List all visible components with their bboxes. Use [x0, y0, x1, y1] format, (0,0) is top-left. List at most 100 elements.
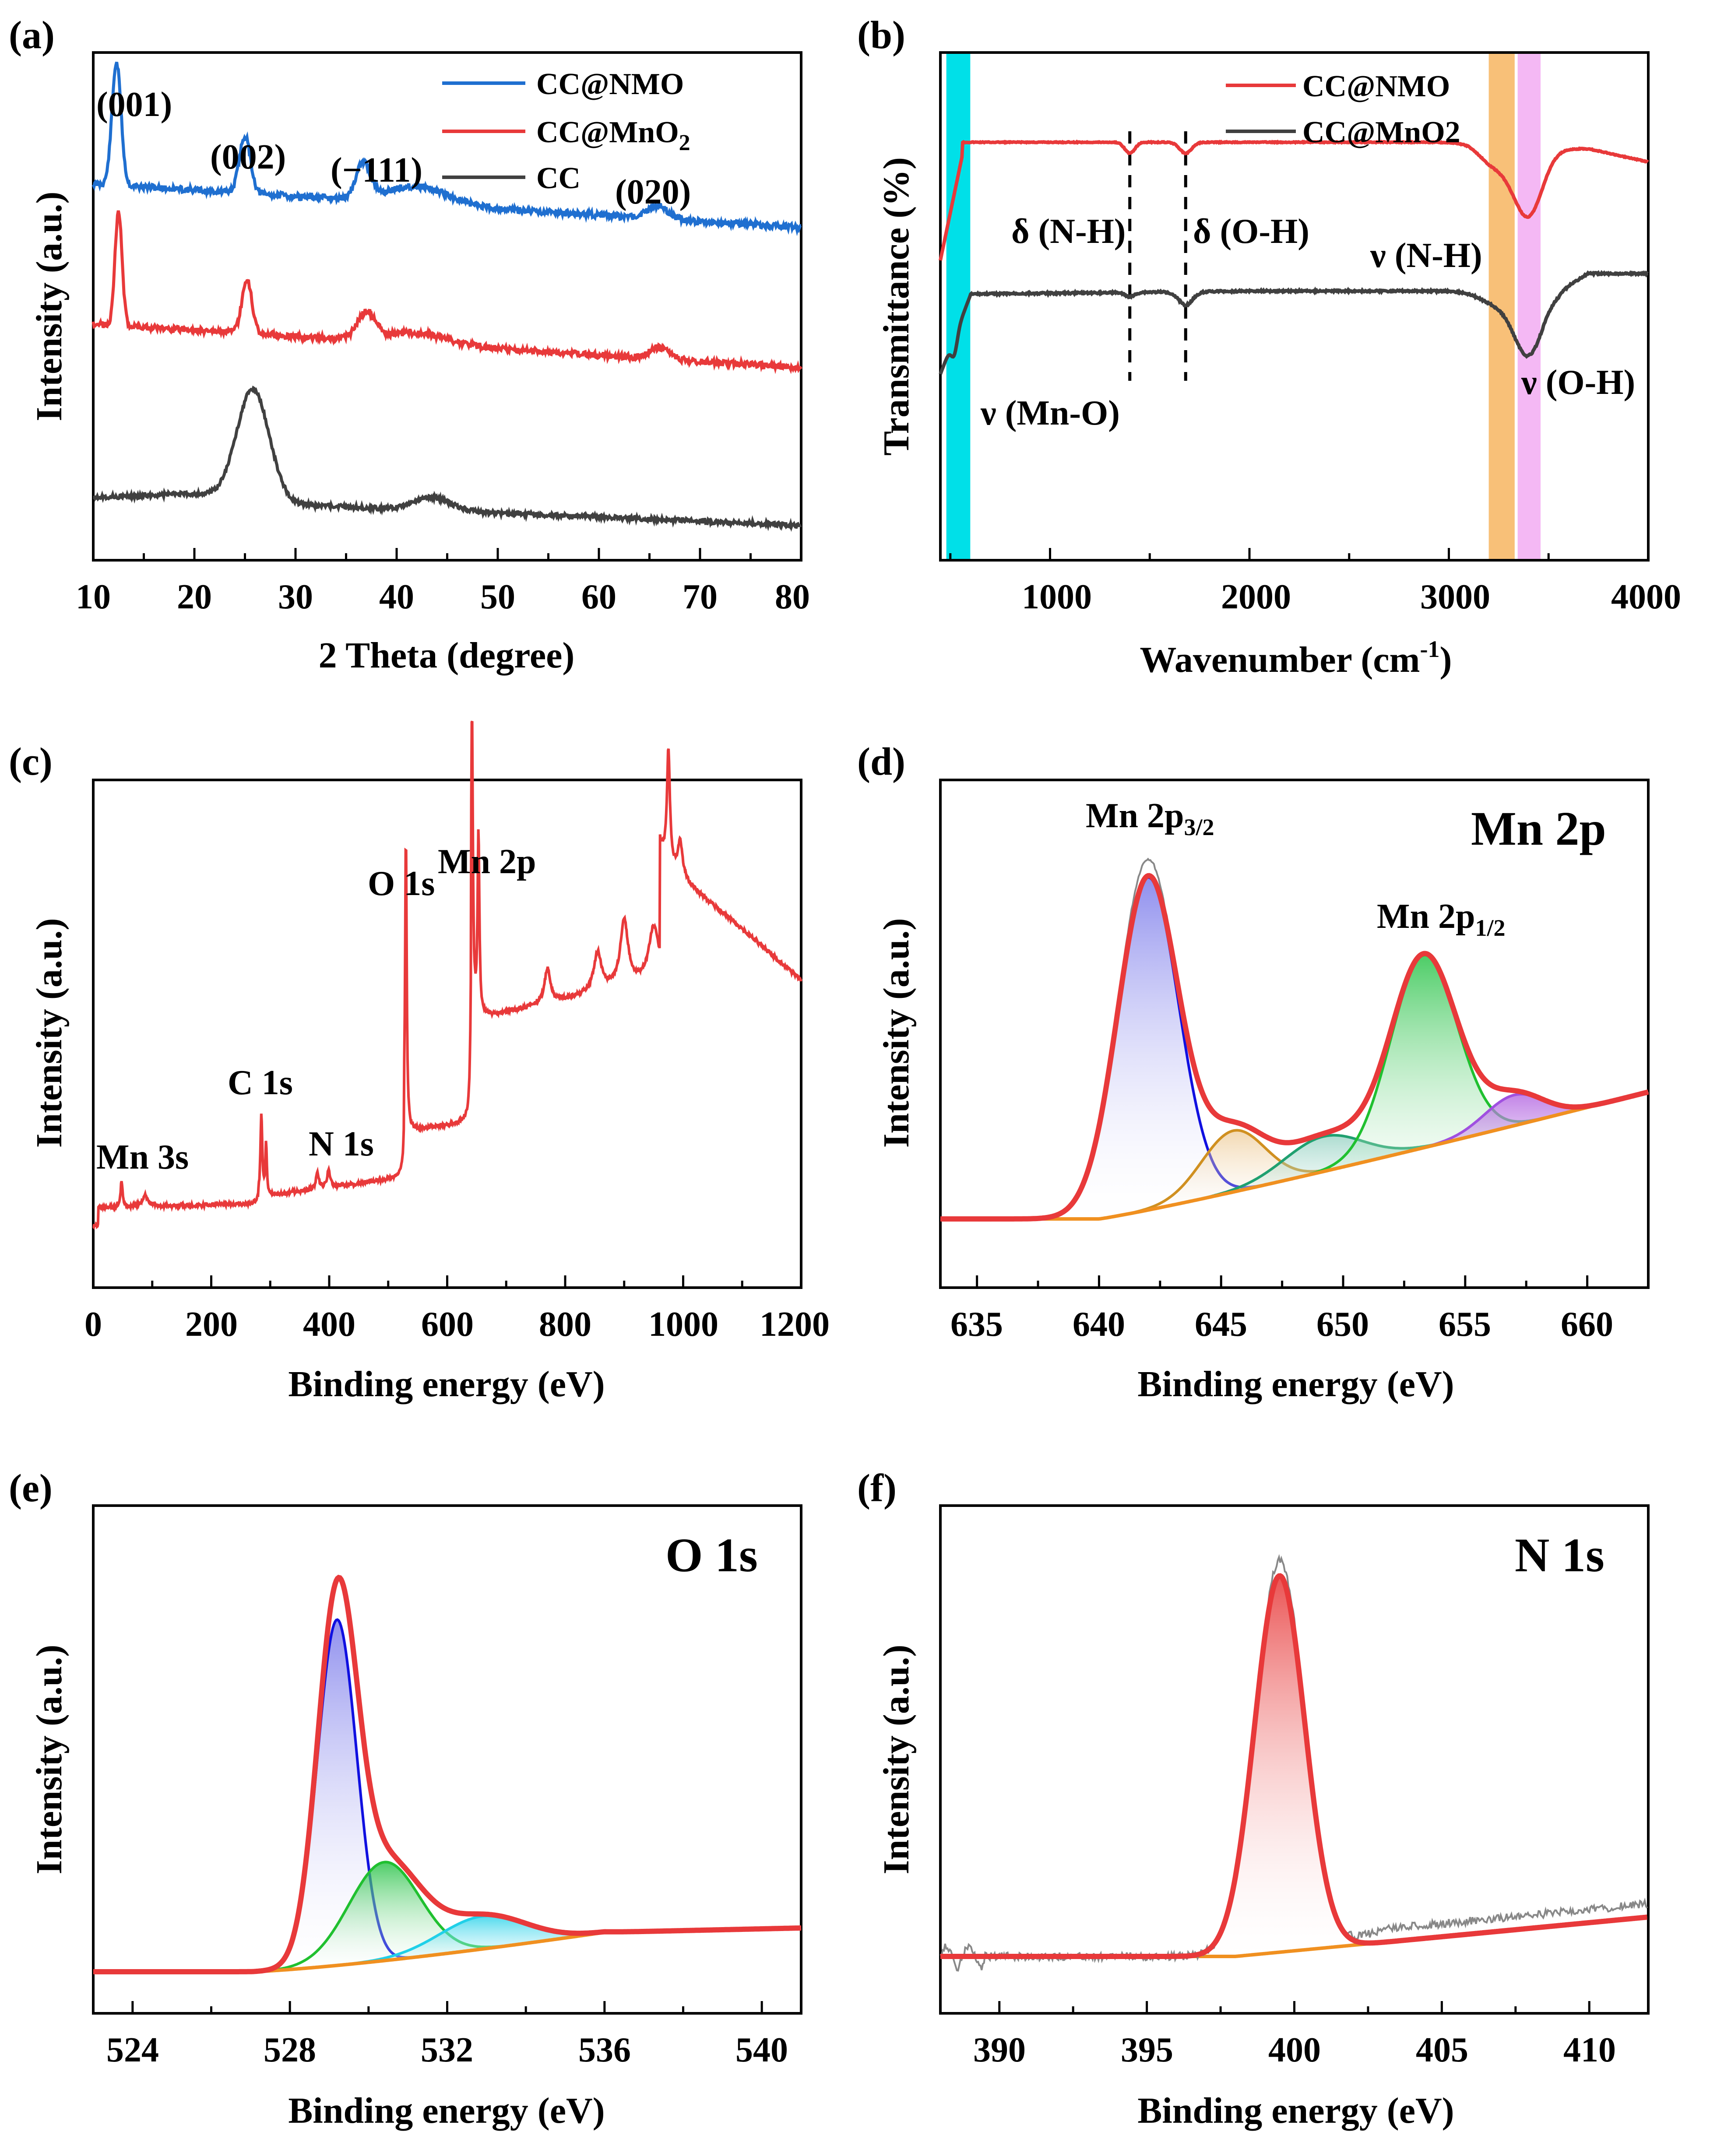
panel-c-tick-label: 400 [303, 1305, 355, 1344]
panel-e-tick-label: 524 [106, 2031, 159, 2069]
panel-e-tick-label: 536 [578, 2031, 631, 2069]
panel-b-tick-label: 2000 [1221, 578, 1291, 616]
band-label-nu-nh: ν (N-H) [1370, 236, 1482, 275]
peak-label-001: (001) [96, 85, 172, 124]
component-fill-0 [93, 1619, 801, 1972]
panel-a-x-ticks [92, 548, 802, 560]
panel-d: (d) 635 640 645 650 655 660 Binding ener… [857, 740, 1650, 1405]
panel-c-tick-label: 600 [421, 1305, 474, 1344]
band-label-delta-nh: δ (N-H) [1011, 212, 1126, 251]
panel-b-y-axis-label: Transmittance (%) [876, 157, 917, 456]
panel-c-x-ticks [92, 1275, 802, 1288]
panel-d-tick-label: 635 [950, 1305, 1003, 1344]
panel-a-x-axis-label: 2 Theta (degree) [319, 635, 575, 676]
panel-f-tick-label: 400 [1268, 2031, 1321, 2069]
panel-a-tick-label: 50 [480, 578, 515, 616]
peak-label-002: (002) [210, 138, 286, 176]
panel-a-tick-label: 80 [775, 578, 810, 616]
panel-e-fit-components [93, 1574, 802, 1974]
panel-d-tick-label: 640 [1073, 1305, 1125, 1344]
legend-label-cc-nmo: CC@NMO [536, 67, 684, 101]
panel-a: (a) 10 20 30 40 50 60 70 80 2 Theta (deg… [9, 14, 810, 676]
panel-a-tick-label: 10 [76, 578, 111, 616]
panel-a-tick-label: 30 [278, 578, 313, 616]
component-curve-1 [93, 1861, 802, 1973]
panel-e-letter: (e) [9, 1467, 53, 1510]
peak-label-c1s: C 1s [228, 1064, 293, 1102]
series-cc-mno2 [91, 210, 802, 374]
panel-d-tick-label: 655 [1439, 1305, 1491, 1344]
legend-label-cc-mno2: CC@MnO2 [1302, 116, 1460, 149]
panel-f-x-ticks [998, 2001, 1590, 2013]
panel-c-tick-label: 800 [539, 1305, 591, 1344]
component-curve-0 [93, 1618, 802, 1973]
band-label-delta-oh: δ (O-H) [1193, 212, 1309, 251]
component-fill-0 [940, 1576, 1647, 1956]
panel-b-x-axis-label: Wavenumber (cm-1) [1140, 636, 1452, 680]
panel-e-y-axis-label: Intensity (a.u.) [29, 1644, 70, 1874]
band-o-h-stretch [1517, 53, 1541, 559]
peak-label-020: (020) [615, 173, 691, 211]
panel-e-x-ticks [131, 2001, 763, 2013]
panel-d-tick-label: 650 [1316, 1305, 1369, 1344]
series-xps-survey [92, 720, 802, 1230]
panel-f-tick-label: 410 [1563, 2031, 1616, 2069]
panel-d-letter: (d) [857, 740, 905, 783]
panel-c-x-axis-label: Binding energy (eV) [288, 1364, 605, 1405]
legend-label-cc: CC [536, 162, 581, 195]
panel-a-tick-label: 60 [581, 578, 616, 616]
panel-a-letter: (a) [9, 14, 55, 57]
panel-b: (b) 1000 2000 3000 4000 Wavenumber (cm-1… [857, 14, 1681, 680]
peak-label-mn2p: Mn 2p [438, 843, 536, 881]
panel-f-tick-label: 390 [973, 2031, 1026, 2069]
component-fill-1 [93, 1862, 801, 1972]
panel-f-tick-label: 405 [1416, 2031, 1468, 2069]
legend-label-cc-nmo: CC@NMO [1302, 70, 1450, 103]
series-cc [92, 385, 802, 532]
peak-label-mn3s: Mn 3s [96, 1138, 189, 1176]
panel-b-tick-label: 4000 [1611, 578, 1681, 616]
component-fill-2 [940, 1092, 1648, 1219]
panel-a-tick-label: 40 [379, 578, 414, 616]
panel-d-title: Mn 2p [1471, 802, 1606, 855]
panel-d-x-axis-label: Binding energy (eV) [1137, 1364, 1454, 1405]
panel-e: (e) 524 528 532 536 540 Binding energy (… [9, 1467, 802, 2131]
peak-label-n1s: N 1s [309, 1125, 374, 1163]
panel-d-tick-label: 660 [1561, 1305, 1613, 1344]
panel-d-y-axis-label: Intensity (a.u.) [876, 918, 917, 1148]
panel-c-tick-label: 0 [84, 1305, 102, 1344]
panel-e-tick-label: 540 [735, 2031, 788, 2069]
panel-b-frame [939, 51, 1650, 562]
panel-f-x-axis-label: Binding energy (eV) [1137, 2090, 1454, 2131]
panel-f-title: N 1s [1515, 1528, 1604, 1582]
panel-d-tick-label: 645 [1195, 1305, 1247, 1344]
panel-e-tick-label: 528 [264, 2031, 316, 2069]
peak-label-m111: (−111) [331, 151, 422, 190]
panel-a-frame [92, 51, 802, 562]
panel-d-x-ticks [976, 1275, 1650, 1288]
legend-label-cc-mno2: CC@MnO2 [536, 116, 690, 155]
series-cc-mno2 [939, 270, 1649, 375]
panel-c-letter: (c) [9, 740, 53, 783]
envelope-fit-curve [940, 873, 1649, 1222]
panel-c-tick-label: 1000 [648, 1305, 718, 1344]
panel-c: (c) 0 200 400 600 800 1000 1200 Binding … [9, 720, 830, 1405]
band-label-nu-mno: ν (Mn-O) [980, 394, 1120, 432]
component-fill-0 [940, 877, 1648, 1219]
panel-b-x-ticks [949, 548, 1650, 560]
panel-e-tick-label: 532 [421, 2031, 473, 2069]
band-label-nu-oh: ν (O-H) [1521, 363, 1635, 402]
panel-f-tick-label: 395 [1121, 2031, 1173, 2069]
peak-label-o1s: O 1s [368, 864, 435, 903]
background-curve [940, 1090, 1649, 1221]
panel-f-y-axis-label: Intensity (a.u.) [876, 1644, 917, 1874]
panel-b-tick-label: 3000 [1420, 578, 1490, 616]
panel-b-letter: (b) [857, 14, 905, 57]
panel-e-title: O 1s [665, 1528, 758, 1582]
panel-f-fit-components [939, 1554, 1648, 1972]
series-cc-nmo [939, 139, 1649, 261]
panel-c-y-axis-label: Intensity (a.u.) [29, 918, 70, 1148]
panel-d-frame [939, 779, 1650, 1289]
panel-a-tick-label: 70 [683, 578, 718, 616]
